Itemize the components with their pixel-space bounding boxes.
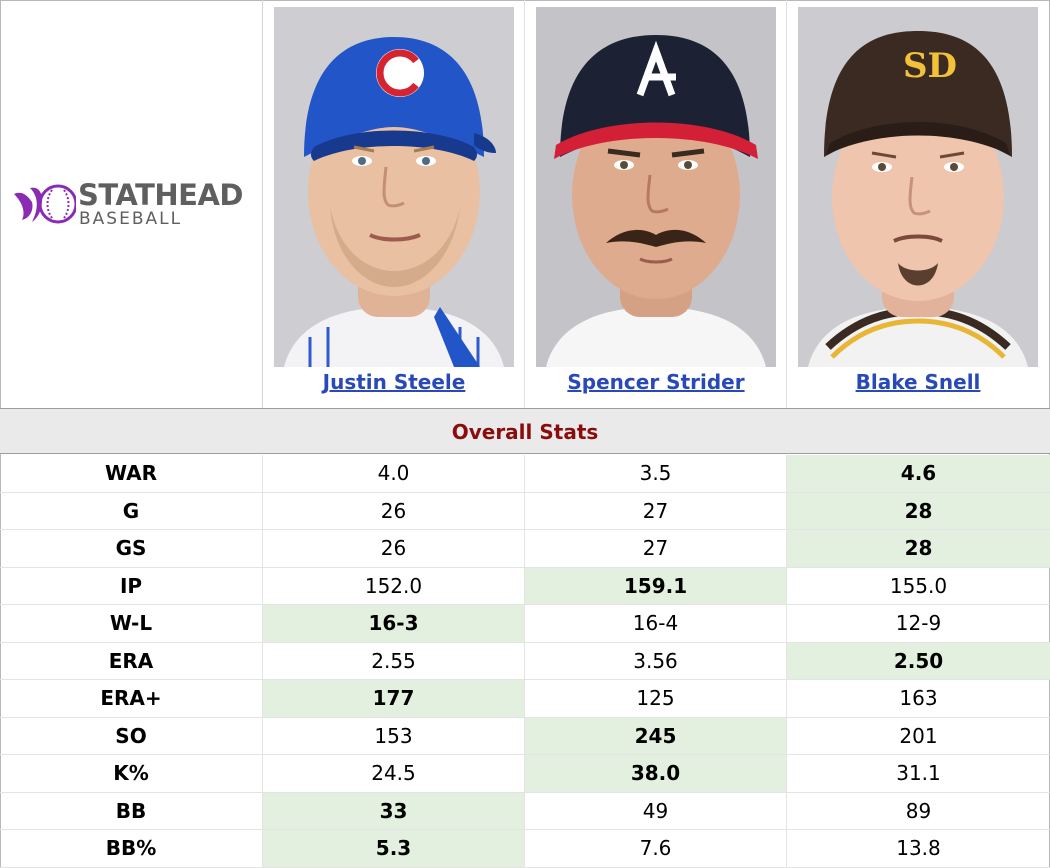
player-photo <box>536 7 776 367</box>
player-photo: SD <box>798 7 1038 367</box>
stat-label: IP <box>0 567 263 604</box>
table-row: K% 24.5 38.0 31.1 <box>0 755 1050 793</box>
table-row: G 26 27 28 <box>0 492 1050 530</box>
table-row: BB% 5.3 7.6 13.8 <box>0 830 1050 868</box>
stats-table: WAR 4.0 3.5 4.6 G 26 27 28 GS 26 27 28 IP 152.0 159.1 1… <box>0 455 1050 868</box>
stat-value: 155.0 <box>889 573 948 598</box>
logo-wordmark: STATHEAD <box>78 178 244 212</box>
stat-value: 3.56 <box>525 642 787 679</box>
stat-value: 3.5 <box>525 455 787 492</box>
svg-text:SD: SD <box>903 46 957 86</box>
stat-value: 5.3 <box>263 830 525 867</box>
stathead-logo[interactable]: STATHEAD BASEBALL <box>12 178 257 230</box>
stat-label: ERA <box>0 642 263 679</box>
section-title: Overall Stats <box>0 408 1050 454</box>
stat-label: BB% <box>0 830 263 867</box>
player-headshot-icon <box>536 7 776 367</box>
stat-value: 125 <box>525 680 787 717</box>
stat-label: ERA+ <box>0 680 263 717</box>
stat-value: 2.50 <box>787 642 1050 679</box>
logo-subtitle: BASEBALL <box>79 209 183 229</box>
stat-label: BB <box>0 792 263 829</box>
table-row: ERA+ 177 125 163 <box>0 680 1050 718</box>
stat-label: WAR <box>0 455 263 492</box>
stat-label: GS <box>0 530 263 567</box>
stat-value: 38.0 <box>525 755 787 792</box>
stat-label: SO <box>0 717 263 754</box>
stat-value: 27 <box>525 492 787 529</box>
table-row: W-L 16-3 16-4 12-9 <box>0 605 1050 643</box>
stat-value: 159.1 <box>525 567 787 604</box>
table-row: BB 33 49 89 <box>0 792 1050 830</box>
baseball-logo-icon <box>14 184 76 224</box>
table-row: GS 26 27 28 <box>0 530 1050 568</box>
stat-value: 16-4 <box>525 605 787 642</box>
stat-value: 2.55 <box>263 642 525 679</box>
stat-value: 7.6 <box>525 830 787 867</box>
stat-value: 24.5 <box>263 755 525 792</box>
stat-value: 49 <box>525 792 787 829</box>
table-row: ERA 2.55 3.56 2.50 <box>0 642 1050 680</box>
stat-value: 33 <box>263 792 525 829</box>
stat-value: 201 <box>899 723 938 748</box>
table-row: IP 152.0 159.1 155.0 <box>0 567 1050 605</box>
stat-value: 28 <box>787 530 1050 567</box>
stat-label: G <box>0 492 263 529</box>
stat-value: 13.8 <box>896 836 941 860</box>
stat-value: 153 <box>263 717 525 754</box>
player-column-1: Justin Steele <box>263 0 525 408</box>
stat-value: 4.0 <box>263 455 525 492</box>
stat-value: 31.1 <box>896 761 941 785</box>
player-photo <box>274 7 514 367</box>
table-row: WAR 4.0 3.5 4.6 <box>0 455 1050 493</box>
stat-value: 245 <box>525 717 787 754</box>
stat-value: 177 <box>263 680 525 717</box>
player-link-snell[interactable]: Blake Snell <box>855 370 981 394</box>
player-column-3: SD Blake Snell <box>787 0 1050 408</box>
stat-value: 27 <box>525 530 787 567</box>
player-headshot-icon: SD <box>798 7 1038 367</box>
stat-value: 89 <box>905 798 932 823</box>
stat-value: 26 <box>263 530 525 567</box>
player-header: STATHEAD BASEBALL <box>0 0 1050 408</box>
stat-label: W-L <box>0 605 263 642</box>
table-row: SO 153 245 201 <box>0 717 1050 755</box>
stat-value: 163 <box>899 686 938 710</box>
stat-value: 4.6 <box>787 455 1050 492</box>
stat-value: 28 <box>787 492 1050 529</box>
stat-label: K% <box>0 755 263 792</box>
logo-cell: STATHEAD BASEBALL <box>0 0 263 408</box>
player-link-steele[interactable]: Justin Steele <box>322 370 466 394</box>
stat-value: 26 <box>263 492 525 529</box>
stat-value: 16-3 <box>263 605 525 642</box>
player-link-strider[interactable]: Spencer Strider <box>567 370 745 394</box>
stat-value: 12-9 <box>895 611 942 635</box>
player-column-2: Spencer Strider <box>525 0 787 408</box>
player-headshot-icon <box>274 7 514 367</box>
stat-value: 152.0 <box>263 567 525 604</box>
